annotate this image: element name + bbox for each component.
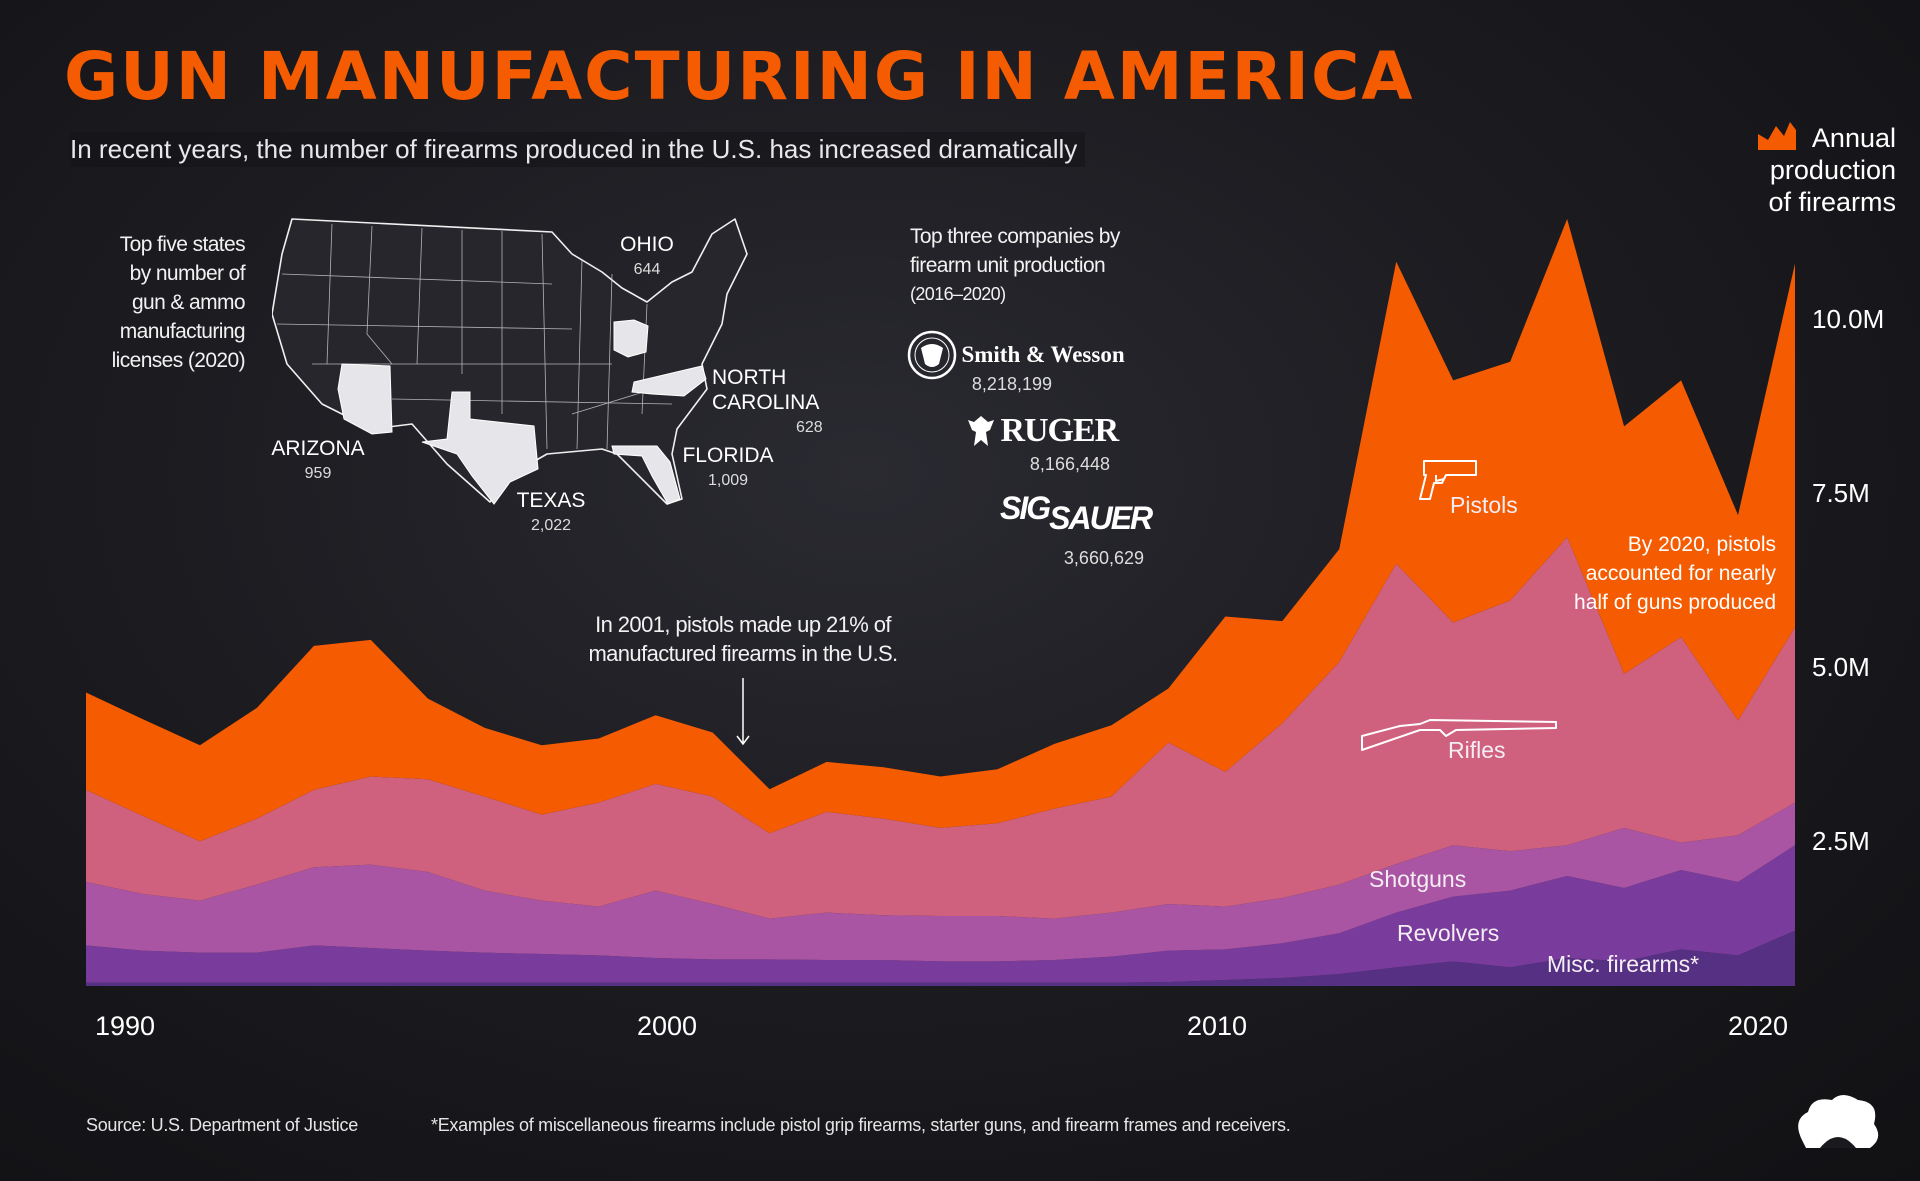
footer-source: Source: U.S. Department of Justice: [86, 1115, 358, 1135]
y-tick-label: 10.0M: [1812, 304, 1885, 334]
company-value: 3,660,629: [1063, 548, 1144, 568]
state-borders: [276, 223, 703, 450]
state-value: 2,022: [530, 517, 572, 534]
series-label-shotguns: Shotguns: [1369, 866, 1467, 892]
y-tick-label: 5.0M: [1812, 652, 1870, 682]
legend-line: production: [1769, 155, 1896, 185]
state-label-texas: TEXAS 2,022: [491, 488, 611, 538]
rifle-icon: [1361, 719, 1557, 751]
legend-line: of firearms: [1768, 187, 1896, 217]
state-value: 628: [796, 419, 823, 436]
company-sig-sauer: SIGSAUER 3,660,629: [1000, 490, 1153, 568]
annotation-line: accounted for nearly: [1585, 562, 1776, 585]
state-name: OHIO: [620, 233, 674, 256]
state-label-florida: FLORIDA 1,009: [668, 443, 788, 493]
sig-logo-part: SIG: [1000, 490, 1051, 526]
state-texas: [421, 391, 539, 505]
state-label-ohio: OHIO 644: [597, 232, 697, 282]
map-caption-line: gun & ammo: [131, 291, 246, 314]
area-misc: [86, 930, 1795, 986]
companies-caption-line: (2016–2020): [910, 284, 1006, 304]
annotation-line: manufactured firearms in the U.S.: [588, 641, 898, 666]
x-tick-label: 2020: [1727, 1011, 1789, 1041]
y-tick-label: 2.5M: [1812, 826, 1870, 856]
companies-caption: Top three companies by firearm unit prod…: [910, 222, 1120, 309]
series-label-rifles: Rifles: [1448, 737, 1506, 763]
companies-caption-line: firearm unit production: [910, 254, 1106, 277]
state-arizona: [337, 363, 393, 435]
company-name: RUGER: [1000, 412, 1119, 449]
annotation-2020: By 2020, pistols accounted for nearly ha…: [1520, 530, 1776, 617]
map-caption-line: licenses (2020): [111, 349, 246, 372]
area-rifles: [86, 537, 1795, 919]
series-label-revolvers: Revolvers: [1397, 920, 1500, 946]
area-shotguns: [86, 802, 1795, 962]
us-map: [272, 218, 748, 505]
company-name: Smith & Wesson: [961, 342, 1125, 367]
company-value: 8,166,448: [1029, 454, 1110, 474]
annotation-2001: In 2001, pistols made up 21% of manufact…: [588, 610, 898, 668]
state-value: 644: [633, 261, 661, 278]
smith-wesson-logo-icon: [907, 330, 957, 380]
company-ruger: RUGER 8,166,448: [966, 412, 1146, 474]
brand-logo-icon: [1798, 1095, 1879, 1148]
state-value: 1,009: [707, 472, 749, 489]
state-name: FLORIDA: [682, 444, 774, 467]
page-subtitle: In recent years, the number of firearms …: [70, 132, 1086, 167]
company-smith-wesson: Smith & Wesson 8,218,199: [907, 330, 1147, 394]
map-caption-line: manufacturing: [119, 320, 246, 343]
x-tick-label: 1990: [94, 1011, 156, 1041]
annotation-line: By 2020, pistols: [1627, 533, 1776, 556]
state-name: TEXAS: [516, 489, 586, 512]
state-florida: [611, 445, 681, 505]
footer-note: *Examples of miscellaneous firearms incl…: [431, 1115, 1291, 1135]
x-tick-label: 2000: [636, 1011, 698, 1041]
area-pistols: [86, 218, 1795, 842]
state-north-carolina: [631, 365, 707, 397]
map-caption: Top five states by number of gun & ammo …: [60, 230, 246, 375]
annotation-line: half of guns produced: [1574, 591, 1776, 614]
arrow-down-icon: [736, 678, 750, 746]
state-name-line: CAROLINA: [712, 391, 820, 414]
series-label-pistols: Pistols: [1450, 492, 1518, 518]
ruger-eagle-logo-icon: [968, 416, 994, 446]
series-label-misc: Misc. firearms*: [1547, 951, 1700, 977]
state-value: 959: [304, 465, 332, 482]
map-caption-line: Top five states: [119, 233, 246, 256]
state-ohio: [613, 319, 649, 358]
x-tick-label: 2010: [1186, 1011, 1248, 1041]
legend: Annual production of firearms: [1750, 122, 1896, 218]
area-revolvers: [86, 845, 1795, 983]
page-title: GUN MANUFACTURING IN AMERICA: [64, 38, 1415, 115]
companies-caption-line: Top three companies by: [910, 225, 1120, 248]
company-value: 8,218,199: [971, 374, 1052, 394]
sauer-logo-part: SAUER: [1049, 500, 1153, 536]
legend-line: Annual: [1811, 123, 1896, 153]
state-label-north-carolina: NORTH CAROLINA 628: [712, 365, 823, 440]
state-label-arizona: ARIZONA 959: [258, 436, 378, 486]
map-caption-line: by number of: [129, 262, 246, 285]
state-name: ARIZONA: [271, 437, 365, 460]
area-chart-icon: [1758, 122, 1796, 150]
pistol-icon: [1419, 460, 1477, 500]
state-name-line: NORTH: [712, 366, 787, 389]
highlighted-states: [337, 319, 707, 505]
annotation-line: In 2001, pistols made up 21% of: [595, 612, 891, 637]
y-tick-label: 7.5M: [1812, 478, 1870, 508]
